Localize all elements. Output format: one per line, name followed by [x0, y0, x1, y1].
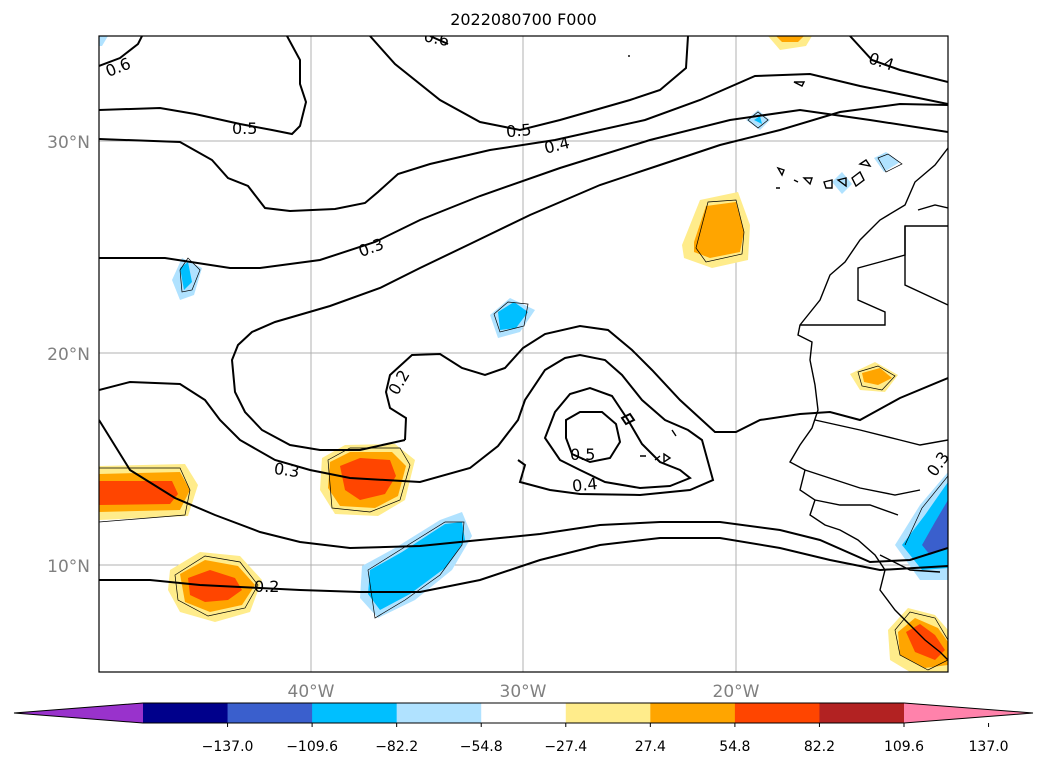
- patch-north-edge: [768, 36, 812, 50]
- contour-0.6-b: [429, 36, 449, 45]
- lat-label: 10°N: [47, 557, 90, 577]
- coastlines: [628, 55, 948, 661]
- contour-label: 0.5: [505, 120, 532, 141]
- lat-label: 20°N: [47, 345, 90, 365]
- contour-0.2-lower: [99, 419, 948, 564]
- contour-0.5-inner: [565, 411, 622, 464]
- contour-0.3-b: [384, 324, 948, 441]
- map-frame: [98, 35, 949, 673]
- colorbar-outline: [13, 702, 1034, 724]
- colorbar-segment: [481, 703, 567, 723]
- contour-label: 0.5: [570, 445, 595, 464]
- border-mauritania-north: [904, 226, 948, 306]
- contour-0.4-outer: [99, 72, 948, 213]
- contour-label: 0.3: [273, 459, 301, 481]
- contour-0.6-a: [99, 36, 143, 67]
- border-gambia: [804, 469, 921, 496]
- patch-west-13n: [99, 464, 198, 520]
- colorbar-segment: [734, 703, 820, 723]
- contour-small: [620, 412, 636, 426]
- colorbar-tick-label: −109.6: [286, 739, 338, 755]
- patch-46w-24n: [172, 258, 202, 300]
- patch-southeast: [888, 608, 948, 672]
- iberia-coast: [917, 204, 948, 211]
- contour-0.3-c: [99, 353, 715, 497]
- colorbar-tick-label: 82.2: [804, 739, 835, 755]
- colorbar-tick-label: 27.4: [635, 739, 666, 755]
- colorbar-segment: [396, 703, 482, 723]
- colorbar: −137.0 −109.6 −82.2 −54.8 −27.4 27.4 54.8 82.2 1…: [13, 702, 1034, 755]
- colorbar-segment: [819, 703, 905, 723]
- colorbar-tick-label: −27.4: [544, 739, 587, 755]
- contour-0.3-a: [99, 108, 948, 269]
- contour-0.5-a: [99, 36, 308, 136]
- contour-label: 0.5: [232, 119, 257, 138]
- border-sierra-leone: [879, 554, 941, 573]
- africa-coast: [789, 147, 948, 661]
- colorbar-tick-label: −137.0: [202, 739, 254, 755]
- map-title: 2022080700 F000: [450, 10, 597, 29]
- colorbar-segment: [565, 703, 651, 723]
- contour-0.2-bottom: [99, 537, 948, 593]
- contour-label: 0.2: [254, 577, 279, 596]
- colorbar-tick-label: −82.2: [375, 739, 418, 755]
- patch-outlines: [99, 111, 948, 671]
- cape-verde-islands: [640, 429, 677, 464]
- colorbar-segment: [143, 703, 229, 723]
- colorbar-tick-label: 54.8: [719, 739, 750, 755]
- colorbar-tick-label: 137.0: [969, 739, 1009, 755]
- longitude-labels: 40°W 30°W 20°W: [288, 682, 760, 702]
- lon-label: 20°W: [713, 682, 760, 702]
- lon-label: 30°W: [500, 682, 547, 702]
- latitude-labels: 30°N 20°N 10°N: [47, 133, 90, 577]
- patch-22w-25n: [682, 192, 750, 268]
- contour-0.5-b: [369, 36, 689, 132]
- contour-0.4-inner: [543, 386, 692, 490]
- contour-0.4-ne: [849, 36, 948, 83]
- contour-lines: [99, 36, 948, 593]
- contour-label: 0.4: [571, 474, 598, 496]
- border-senegal: [814, 419, 948, 446]
- colorbar-ticks: −137.0 −109.6 −82.2 −54.8 −27.4 27.4 54.8 82.2 1…: [202, 723, 1009, 755]
- colorbar-segment: [650, 703, 736, 723]
- border-guinea-bissau: [814, 499, 899, 516]
- contour-0.2-upper: [230, 102, 948, 451]
- colorbar-tick-label: 109.6: [884, 739, 924, 755]
- lon-label: 40°W: [288, 682, 335, 702]
- colorbar-segment: [227, 703, 313, 723]
- colorbar-tick-label: −54.8: [460, 739, 503, 755]
- madeira-island: [793, 81, 806, 87]
- colorbar-extend-right: [904, 703, 1033, 723]
- canary-islands: [776, 159, 872, 189]
- patch-topleft: [99, 36, 108, 46]
- colorbar-segment: [312, 703, 398, 723]
- colorbar-segments: [143, 703, 905, 723]
- colorbar-extend-left: [14, 703, 143, 723]
- lat-label: 30°N: [47, 133, 90, 153]
- patch-east-edge: [895, 472, 948, 580]
- patch-coast-19n: [850, 362, 898, 392]
